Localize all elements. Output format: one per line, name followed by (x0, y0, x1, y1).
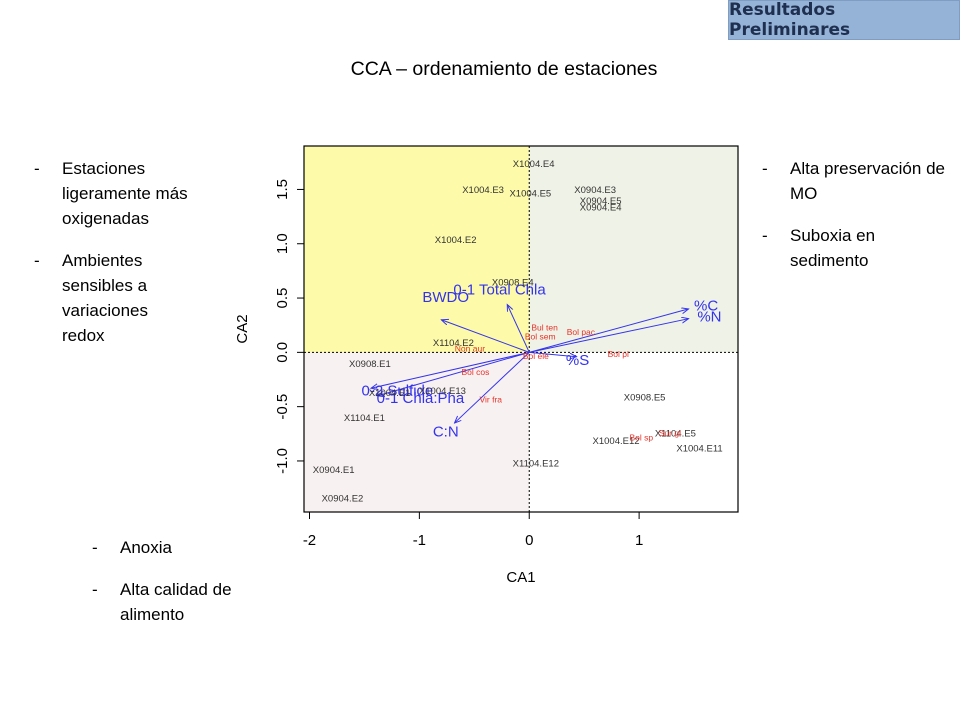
y-tick-label: 1.5 (274, 179, 291, 200)
x-tick-label: -2 (303, 532, 316, 549)
species-label: Vir fra (480, 394, 503, 404)
vector-label: %S (566, 352, 589, 369)
species-label: Sur gl (659, 428, 681, 438)
note-item: Anoxia (90, 535, 290, 560)
vector-arrow (529, 351, 576, 356)
station-label: X0904.E5 (580, 196, 622, 207)
note-item: Suboxia en sedimento (760, 223, 950, 273)
station-label: X1104.E1 (344, 413, 385, 424)
x-tick-label: 0 (525, 532, 533, 549)
species-label: Non aur (455, 343, 485, 353)
quadrant-bottom-right (529, 352, 738, 512)
plot-frame (303, 145, 739, 513)
species-label: Bol pac (567, 327, 596, 337)
station-label: X0904.E4 (580, 202, 622, 213)
station-label: X1004.E2 (435, 235, 477, 246)
y-tick-label: 1.0 (274, 233, 291, 254)
vector-label: C:N (433, 424, 459, 441)
y-tick-label: 0.5 (274, 288, 291, 309)
x-tick-label: -1 (413, 532, 426, 549)
station-label: X1004.E4 (513, 159, 555, 170)
section-badge-label: Resultados Preliminares (729, 0, 851, 40)
slide-title: CCA – ordenamiento de estaciones (350, 58, 658, 80)
note-item: Ambientes sensibles a variaciones redox (32, 248, 192, 348)
species-label: Bul ten (531, 323, 558, 333)
x-axis-label: CA1 (506, 569, 535, 586)
station-label: X0908.E4 (492, 277, 534, 288)
note-left-bottom: Anoxia Alta calidad de alimento (90, 535, 290, 644)
station-label: X1004.E5 (509, 188, 551, 199)
station-label: X1104.E12 (513, 459, 559, 470)
section-badge: Resultados Preliminares (728, 0, 960, 40)
vector-arrow (507, 305, 530, 353)
note-right-top: Alta preservación de MO Suboxia en sedim… (760, 156, 950, 290)
station-label: X1104.E2 (433, 338, 474, 349)
station-label: X0908.E1 (349, 359, 391, 370)
vector-arrow (441, 320, 530, 353)
quadrant-top-right (529, 146, 738, 353)
vector-label: 0-1 Total Chla (453, 281, 546, 298)
station-label: X1004.E3 (462, 185, 504, 196)
quadrant-top-left (304, 146, 530, 353)
quadrant-bottom-left (304, 352, 530, 512)
vector-arrow (378, 351, 530, 395)
vector-arrow (529, 319, 688, 353)
species-label: Bol pl (608, 349, 629, 359)
station-label: X1004.E12 (593, 436, 640, 447)
station-label: X0908.E5 (624, 392, 666, 403)
note-item: Estaciones ligeramente más oxigenadas (32, 156, 192, 231)
note-item: Alta preservación de MO (760, 156, 950, 206)
vector-label: BWDO (422, 289, 469, 306)
vector-arrow (371, 351, 530, 388)
x-tick-label: 1 (635, 532, 643, 549)
vector-arrow (529, 309, 688, 353)
note-left-top: Estaciones ligeramente más oxigenadas Am… (32, 156, 192, 365)
note-item: Alta calidad de alimento (90, 577, 290, 627)
species-label: Bol ele (523, 351, 549, 361)
station-label: X1004.E13 (419, 386, 466, 397)
station-label: X0904.E1 (313, 465, 355, 476)
station-label: X1004.E11 (676, 444, 722, 455)
vector-label: %C (694, 298, 718, 315)
y-tick-label: 0.0 (274, 342, 291, 363)
station-label: X0904.E3 (574, 185, 616, 196)
species-label: Bol sem (525, 331, 556, 341)
station-label: X1104.E5 (655, 428, 696, 439)
vector-label: %N (697, 309, 721, 326)
vector-label: 0-1 Chla:Pha (377, 390, 465, 407)
vector-arrow (455, 351, 530, 423)
station-label: X0904.E2 (322, 493, 364, 504)
station-label: X1004.E1 (369, 388, 411, 399)
y-tick-label: -1.0 (274, 448, 291, 474)
species-label: Bol cos (461, 367, 489, 377)
y-tick-label: -0.5 (274, 394, 291, 420)
species-label: Bol sp (629, 432, 653, 442)
y-axis-label: CA2 (234, 314, 251, 343)
